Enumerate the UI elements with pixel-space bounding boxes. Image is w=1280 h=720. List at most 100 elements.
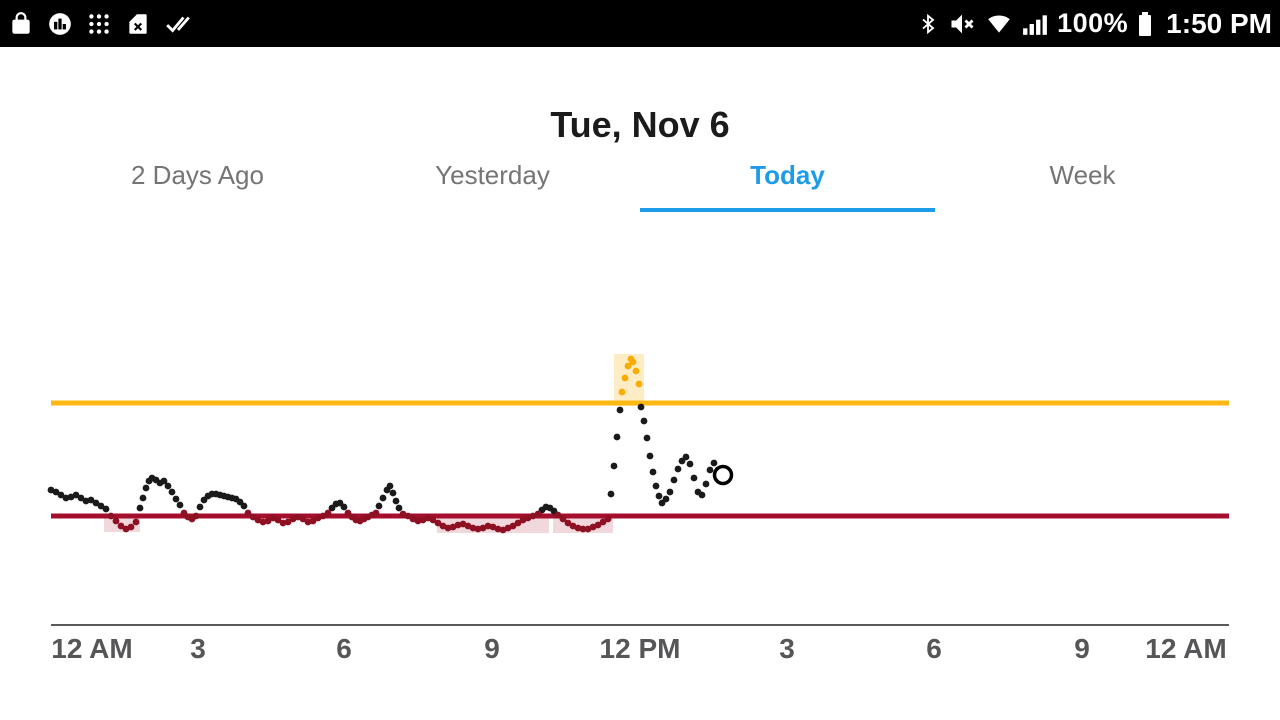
glucose-dot-in-range bbox=[97, 502, 105, 510]
glucose-dot-low bbox=[107, 512, 115, 520]
glucose-dot-in-range bbox=[702, 480, 710, 488]
tab-week[interactable]: Week bbox=[1049, 160, 1116, 190]
glucose-dot-in-range bbox=[710, 459, 718, 467]
glucose-dot-in-range bbox=[670, 476, 678, 484]
glucose-dot-low bbox=[324, 509, 332, 517]
glucose-dot-in-range bbox=[610, 462, 618, 470]
glucose-dot-in-range bbox=[160, 477, 168, 485]
glucose-dot-low bbox=[299, 515, 307, 523]
glucose-dot-in-range bbox=[640, 417, 648, 425]
glucose-dot-high bbox=[632, 367, 640, 375]
glucose-dot-in-range bbox=[52, 488, 60, 496]
glucose-dot-in-range bbox=[164, 482, 172, 490]
glucose-dot-in-range bbox=[706, 466, 714, 474]
tab-2-days-ago[interactable]: 2 Days Ago bbox=[131, 160, 264, 190]
glucose-dot-in-range bbox=[139, 494, 147, 502]
glucose-dot-in-range bbox=[340, 503, 348, 511]
glucose-dot-in-range bbox=[102, 505, 110, 513]
glucose-dot-high bbox=[621, 374, 629, 382]
bluetooth-icon bbox=[922, 13, 935, 34]
glucose-dot-low bbox=[534, 510, 542, 518]
glucose-dot-in-range bbox=[142, 484, 150, 492]
glucose-dot-in-range bbox=[637, 403, 645, 411]
glucose-dot-in-range bbox=[72, 491, 80, 499]
x-tick-label: 9 bbox=[1074, 633, 1090, 664]
out-of-range-highlight bbox=[614, 354, 644, 406]
glucose-dot-low bbox=[564, 519, 572, 527]
status-bar-left bbox=[8, 11, 192, 37]
glucose-dot-low bbox=[514, 519, 522, 527]
date-tabs: 2 Days Ago Yesterday Today Week bbox=[50, 160, 1230, 212]
glucose-dot-in-range bbox=[649, 468, 657, 476]
glucose-dot-in-range bbox=[136, 504, 144, 512]
glucose-dot-in-range bbox=[674, 465, 682, 473]
x-tick-label: 9 bbox=[484, 633, 500, 664]
sim-alert-icon bbox=[129, 13, 147, 34]
glucose-dot-in-range bbox=[87, 496, 95, 504]
glucose-dot-low bbox=[509, 522, 517, 530]
glucose-dot-low bbox=[127, 523, 135, 531]
glucose-dot-in-range bbox=[652, 482, 660, 490]
glucose-dot-low bbox=[117, 522, 125, 530]
glucose-dot-in-range bbox=[607, 490, 615, 498]
glucose-dot-low bbox=[559, 515, 567, 523]
glucose-dot-low bbox=[594, 521, 602, 529]
glucose-dot-in-range bbox=[616, 406, 624, 414]
glucose-dot-in-range bbox=[92, 499, 100, 507]
glucose-dot-high bbox=[629, 358, 637, 366]
glucose-dot-low bbox=[372, 509, 380, 517]
page-title: Tue, Nov 6 bbox=[550, 104, 730, 145]
glucose-dot-in-range bbox=[375, 502, 383, 510]
glucose-dot-low bbox=[192, 512, 200, 520]
glucose-dot-in-range bbox=[662, 495, 670, 503]
wifi-icon bbox=[988, 14, 1010, 33]
glucose-dot-low bbox=[554, 511, 562, 519]
glucose-dot-in-range bbox=[196, 503, 204, 511]
status-bar: 100% 1:50 PM bbox=[0, 0, 1280, 47]
glucose-dot-in-range bbox=[386, 482, 394, 490]
glucose-dot-low bbox=[309, 517, 317, 525]
glucose-dot-high bbox=[635, 380, 643, 388]
glucose-dot-in-range bbox=[682, 453, 690, 461]
current-glucose-marker bbox=[712, 464, 734, 486]
glucose-dot-in-range bbox=[168, 488, 176, 496]
glucose-dot-in-range bbox=[613, 433, 621, 441]
glucose-dot-in-range bbox=[389, 489, 397, 497]
x-tick-label: 12 PM bbox=[600, 633, 681, 664]
glucose-dot-low bbox=[319, 512, 327, 520]
battery-icon bbox=[1139, 11, 1152, 36]
glucose-dot-low bbox=[274, 516, 282, 524]
glucose-dot-low bbox=[434, 519, 442, 527]
glucose-dot-low bbox=[604, 515, 612, 523]
glucose-dot-low bbox=[244, 509, 252, 517]
tab-today[interactable]: Today bbox=[640, 160, 935, 212]
glucose-dot-in-range bbox=[690, 474, 698, 482]
glucose-dot-low bbox=[579, 525, 587, 533]
glucose-dot-in-range bbox=[77, 494, 85, 502]
tab-yesterday[interactable]: Yesterday bbox=[435, 160, 550, 190]
volume-muted-icon bbox=[951, 14, 974, 33]
glucose-dot-high bbox=[618, 388, 626, 396]
glucose-dot-in-range bbox=[57, 491, 65, 499]
glucose-dot-in-range bbox=[646, 452, 654, 460]
glucose-dot-in-range bbox=[698, 491, 706, 499]
status-bar-right: 100% 1:50 PM bbox=[917, 8, 1272, 40]
x-tick-label: 12 AM bbox=[51, 633, 132, 664]
glucose-dot-in-range bbox=[395, 504, 403, 512]
battery-percent: 100% bbox=[1057, 8, 1129, 38]
glucose-dot-low bbox=[264, 517, 272, 525]
glucose-dot-in-range bbox=[686, 460, 694, 468]
glucose-dot-low bbox=[132, 518, 140, 526]
glucose-dot-low bbox=[112, 517, 120, 525]
glucose-dot-in-range bbox=[392, 497, 400, 505]
signal-icon bbox=[1023, 14, 1048, 35]
glucose-dot-in-range bbox=[655, 492, 663, 500]
glucose-dot-low bbox=[404, 512, 412, 520]
glucose-dot-low bbox=[599, 518, 607, 526]
glucose-dot-in-range bbox=[379, 494, 387, 502]
bag-icon bbox=[12, 11, 30, 34]
glucose-dot-in-range bbox=[240, 502, 248, 510]
double-check-icon bbox=[166, 16, 190, 33]
glucose-dot-low bbox=[249, 513, 257, 521]
